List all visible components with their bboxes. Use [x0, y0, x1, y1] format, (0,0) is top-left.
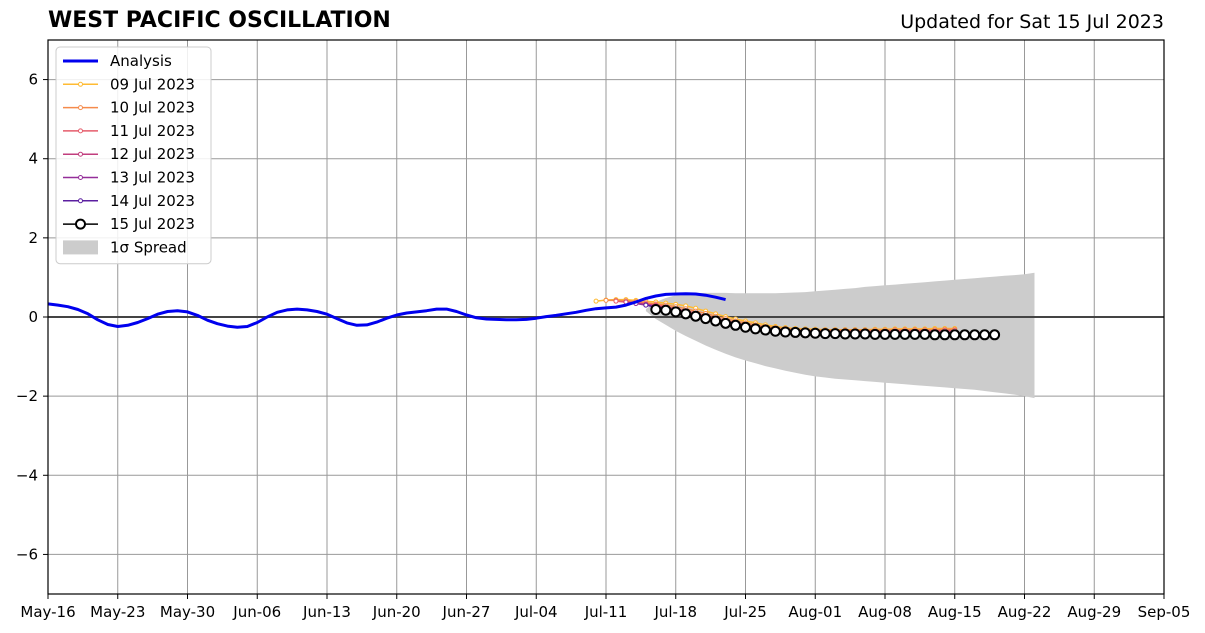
legend-swatch-marker — [78, 198, 83, 204]
latest-forecast-point — [959, 329, 971, 341]
chart-subtitle: Updated for Sat 15 Jul 2023 — [900, 11, 1164, 33]
legend-label: 13 Jul 2023 — [110, 169, 195, 187]
y-tick-label: −4 — [16, 466, 38, 484]
latest-forecast-point — [680, 308, 692, 320]
x-tick-label: Jul-04 — [514, 603, 558, 621]
legend-label: 10 Jul 2023 — [110, 99, 195, 117]
y-tick-label: 2 — [28, 229, 38, 247]
x-tick-label: Aug-01 — [788, 603, 842, 621]
latest-forecast-point — [799, 327, 811, 339]
x-tick-label: Jun-27 — [442, 603, 491, 621]
legend-label: 15 Jul 2023 — [110, 215, 195, 233]
legend-swatch-marker — [78, 81, 83, 87]
latest-forecast-point — [859, 328, 871, 340]
tick-labels: May-16 May-23 May-30 Jun-06 Jun-13 Jun-20 Jun-… — [16, 71, 1191, 621]
x-tick-label: Aug-22 — [998, 603, 1052, 621]
legend-swatch-marker — [78, 175, 83, 180]
series-group — [47, 292, 1001, 341]
x-tick-label: Sep-05 — [1138, 603, 1191, 621]
x-tick-label: Jul-18 — [653, 603, 697, 621]
latest-forecast-point — [789, 326, 801, 338]
series-point — [613, 298, 619, 304]
x-tick-label: Jun-06 — [232, 603, 281, 621]
legend-label: 11 Jul 2023 — [110, 122, 195, 140]
latest-forecast-point — [909, 328, 921, 340]
y-tick-label: 4 — [28, 150, 38, 168]
x-tick-label: Aug-15 — [928, 603, 982, 621]
latest-forecast-point — [899, 328, 911, 340]
legend-swatch-marker — [78, 151, 83, 157]
x-tick-label: May-23 — [90, 603, 145, 621]
legend-box — [55, 46, 212, 265]
series-point — [593, 298, 599, 304]
legend-swatch-marker — [78, 105, 83, 111]
x-tick-label: Jul-25 — [723, 603, 767, 621]
legend-label: 1σ Spread — [110, 238, 187, 256]
legend-label: 14 Jul 2023 — [110, 192, 195, 210]
legend-label: 12 Jul 2023 — [110, 145, 195, 163]
latest-forecast-point — [849, 328, 861, 340]
series-point — [603, 297, 609, 303]
legend-swatch-spread — [63, 240, 98, 255]
legend-label: 09 Jul 2023 — [110, 75, 195, 93]
latest-forecast-point — [969, 329, 981, 341]
latest-forecast-point — [839, 328, 851, 340]
analysis-line — [47, 292, 726, 329]
latest-forecast-point — [650, 303, 662, 315]
legend-swatch-marker — [78, 128, 83, 134]
latest-forecast-point — [749, 323, 761, 335]
latest-forecast-point — [879, 328, 891, 340]
latest-forecast-point — [869, 328, 881, 340]
latest-forecast-point — [819, 328, 831, 340]
latest-forecast-point — [929, 329, 941, 341]
series-point — [643, 302, 649, 308]
latest-forecast-point — [740, 321, 751, 333]
x-tick-label: Aug-29 — [1067, 603, 1121, 621]
latest-forecast-point — [690, 310, 702, 322]
y-tick-label: −2 — [16, 387, 38, 405]
x-tick-label: Jul-11 — [584, 603, 628, 621]
latest-forecast-point — [889, 328, 901, 340]
latest-forecast-point — [660, 304, 672, 316]
latest-forecast-point — [949, 329, 961, 341]
latest-forecast-point — [759, 324, 771, 336]
latest-forecast-point — [720, 317, 732, 329]
x-tick-label: May-30 — [160, 603, 215, 621]
latest-forecast-point — [829, 328, 841, 340]
latest-forecast-point — [979, 329, 991, 341]
latest-forecast-point — [710, 315, 722, 327]
y-tick-label: −6 — [16, 545, 38, 563]
latest-forecast-point — [730, 319, 742, 331]
x-tick-label: May-16 — [20, 603, 75, 621]
y-tick-label: 0 — [28, 308, 38, 326]
latest-forecast-point — [700, 313, 712, 325]
x-tick-label: Jun-20 — [372, 603, 421, 621]
latest-forecast-point — [919, 328, 931, 340]
x-tick-label: Aug-08 — [858, 603, 912, 621]
latest-forecast-point — [939, 329, 951, 341]
chart-title: WEST PACIFIC OSCILLATION — [48, 8, 391, 33]
latest-forecast-point — [769, 325, 781, 337]
latest-forecast-point — [779, 326, 791, 338]
x-tick-label: Jun-13 — [302, 603, 351, 621]
latest-forecast-point — [989, 329, 1001, 341]
latest-forecast-point — [670, 306, 682, 318]
legend: Analysis 09 Jul 2023 10 Jul 2023 11 Jul 202… — [55, 46, 212, 265]
legend-swatch-marker — [75, 218, 86, 230]
y-tick-label: 6 — [28, 71, 38, 89]
latest-forecast-point — [809, 327, 821, 339]
legend-label: Analysis — [110, 52, 172, 70]
